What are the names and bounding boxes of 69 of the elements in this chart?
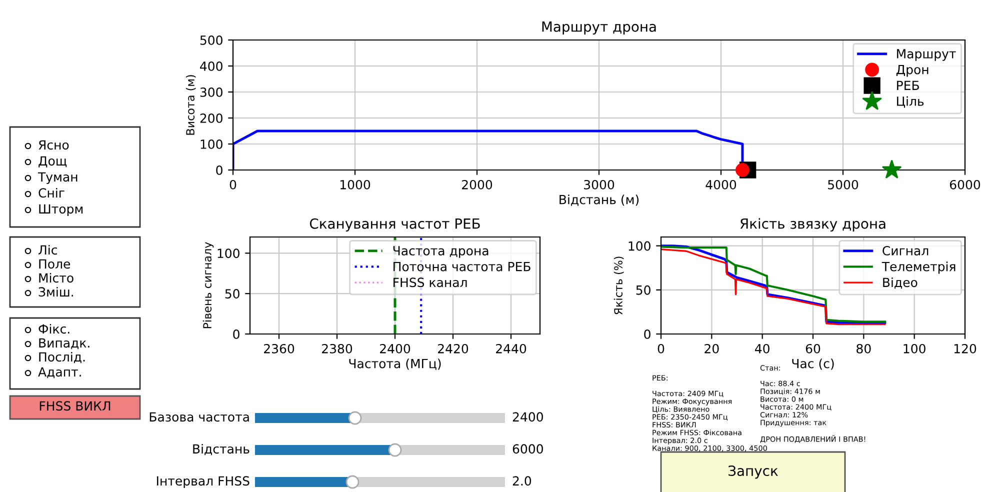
text: 2.0 <box>512 476 532 486</box>
x-tick-label: 0 <box>658 344 664 354</box>
x-axis-title: Частота (МГц) <box>349 358 441 370</box>
text: Інтервал FHSS <box>157 476 250 488</box>
y-axis-title: Якість (%) <box>614 256 624 314</box>
legend-label: Відео <box>883 277 918 289</box>
text: Сніг <box>38 188 64 198</box>
x-tick-label: 40 <box>754 344 770 354</box>
text: 6000 <box>512 444 543 454</box>
text: Місто <box>39 272 74 283</box>
text: Поле <box>39 259 70 269</box>
text: Ясно <box>38 140 69 150</box>
y-axis-title: Рівень сигналу <box>202 242 214 328</box>
text: Шторм <box>39 204 83 216</box>
y-axis-title: Висота (м) <box>186 75 196 135</box>
y-tick-label: 0 <box>644 329 650 339</box>
text: Дощ <box>38 156 67 168</box>
y-tick-label: 100 <box>628 241 650 251</box>
x-tick-label: 5000 <box>828 180 858 190</box>
x-tick-label: 60 <box>806 344 820 354</box>
x-tick-label: 2000 <box>462 180 492 190</box>
chart-title: Якість звязку дрона <box>740 218 886 232</box>
text: Зміш. <box>38 286 73 297</box>
x-tick-label: 2380 <box>322 344 352 354</box>
x-tick-label: 6000 <box>950 180 980 190</box>
legend-label: FHSS канал <box>394 278 467 288</box>
legend-label: Сигнал <box>882 246 928 256</box>
text: Запуск <box>728 466 778 479</box>
text: Туман <box>38 172 78 184</box>
y-tick-label: 50 <box>636 285 650 295</box>
y-tick-label: 50 <box>225 289 240 299</box>
text: Послід. <box>39 352 85 364</box>
y-tick-label: 500 <box>200 35 222 45</box>
legend-label: РЕБ <box>897 80 919 90</box>
text: Ліс <box>38 244 57 255</box>
legend-label: Ціль <box>897 96 924 108</box>
text: Базова частота <box>150 412 249 422</box>
x-tick-label: 20 <box>704 344 719 354</box>
x-tick-label: 2440 <box>496 344 526 354</box>
x-axis-title: Відстань (м) <box>560 194 639 206</box>
y-tick-label: 400 <box>200 61 222 71</box>
y-tick-label: 100 <box>218 248 240 258</box>
x-tick-label: 3000 <box>584 180 614 190</box>
text: Випадк. <box>39 338 90 350</box>
x-tick-label: 4000 <box>706 180 736 190</box>
x-tick-label: 1000 <box>340 180 370 190</box>
text: FHSS ВИКЛ <box>40 401 110 411</box>
x-tick-label: 2360 <box>264 344 294 354</box>
chart-title: Маршрут дрона <box>542 22 656 35</box>
legend-label: Поточна частота РЕБ <box>394 262 530 272</box>
legend-label: Частота дрона <box>393 246 488 258</box>
legend-label: Телеметрія <box>882 262 956 274</box>
y-tick-label: 100 <box>200 139 222 149</box>
y-tick-label: 0 <box>216 165 222 175</box>
y-tick-label: 200 <box>200 113 222 123</box>
text: Адапт. <box>38 367 81 378</box>
chart-title: Сканування частот РЕБ <box>310 218 480 232</box>
legend-label: Маршрут <box>897 49 956 61</box>
text: 2400 <box>512 412 543 422</box>
y-tick-label: 300 <box>200 87 222 97</box>
text: Відстань <box>193 444 250 456</box>
x-tick-label: 120 <box>954 344 976 354</box>
x-tick-label: 80 <box>856 344 871 354</box>
x-tick-label: 2400 <box>380 344 410 354</box>
text: Фікс. <box>38 324 70 334</box>
x-tick-label: 2420 <box>438 344 468 354</box>
legend-label: Дрон <box>896 64 928 77</box>
y-tick-label: 0 <box>233 329 240 339</box>
x-tick-label: 100 <box>904 344 926 354</box>
